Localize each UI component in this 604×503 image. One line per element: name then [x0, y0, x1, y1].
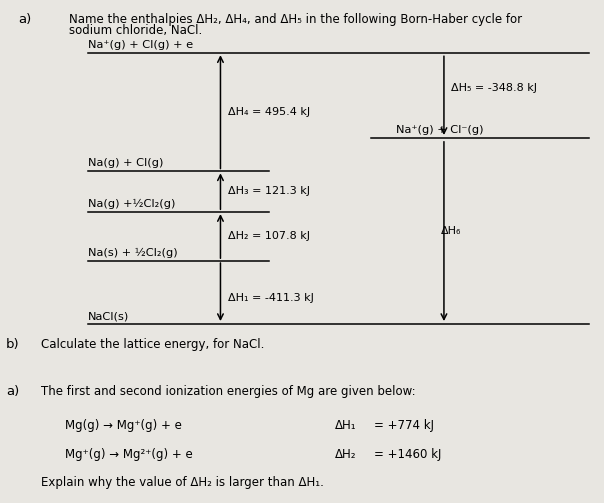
Text: = +1460 kJ: = +1460 kJ: [374, 448, 442, 461]
Text: ΔH₃ = 121.3 kJ: ΔH₃ = 121.3 kJ: [228, 186, 310, 196]
Text: Na⁺(g) + Cl(g) + e: Na⁺(g) + Cl(g) + e: [88, 40, 193, 50]
Text: ΔH₁: ΔH₁: [335, 419, 357, 432]
Text: ΔH₁ = -411.3 kJ: ΔH₁ = -411.3 kJ: [228, 293, 313, 302]
Text: a): a): [18, 13, 31, 26]
Text: Mg(g) → Mg⁺(g) + e: Mg(g) → Mg⁺(g) + e: [65, 419, 182, 432]
Text: ΔH₄ = 495.4 kJ: ΔH₄ = 495.4 kJ: [228, 107, 310, 117]
Text: Mg⁺(g) → Mg²⁺(g) + e: Mg⁺(g) → Mg²⁺(g) + e: [65, 448, 193, 461]
Text: b): b): [6, 338, 20, 351]
Text: sodium chloride, NaCl.: sodium chloride, NaCl.: [69, 24, 203, 37]
Text: NaCl(s): NaCl(s): [88, 311, 129, 321]
Text: Calculate the lattice energy, for NaCl.: Calculate the lattice energy, for NaCl.: [41, 338, 265, 351]
Text: Na(g) + Cl(g): Na(g) + Cl(g): [88, 158, 163, 168]
Text: Na⁺(g) + Cl⁻(g): Na⁺(g) + Cl⁻(g): [396, 125, 483, 135]
Text: ΔH₂: ΔH₂: [335, 448, 357, 461]
Text: a): a): [6, 385, 19, 398]
Text: Na(g) +½Cl₂(g): Na(g) +½Cl₂(g): [88, 199, 175, 209]
Text: Na(s) + ½Cl₂(g): Na(s) + ½Cl₂(g): [88, 247, 177, 258]
Text: Explain why the value of ΔH₂ is larger than ΔH₁.: Explain why the value of ΔH₂ is larger t…: [41, 476, 324, 489]
Text: = +774 kJ: = +774 kJ: [374, 419, 434, 432]
Text: ΔH₆: ΔH₆: [441, 226, 461, 236]
Text: The first and second ionization energies of Mg are given below:: The first and second ionization energies…: [41, 385, 416, 398]
Text: Name the enthalpies ΔH₂, ΔH₄, and ΔH₅ in the following Born-Haber cycle for: Name the enthalpies ΔH₂, ΔH₄, and ΔH₅ in…: [69, 13, 522, 26]
Text: ΔH₅ = -348.8 kJ: ΔH₅ = -348.8 kJ: [451, 83, 537, 93]
Text: ΔH₂ = 107.8 kJ: ΔH₂ = 107.8 kJ: [228, 231, 310, 241]
